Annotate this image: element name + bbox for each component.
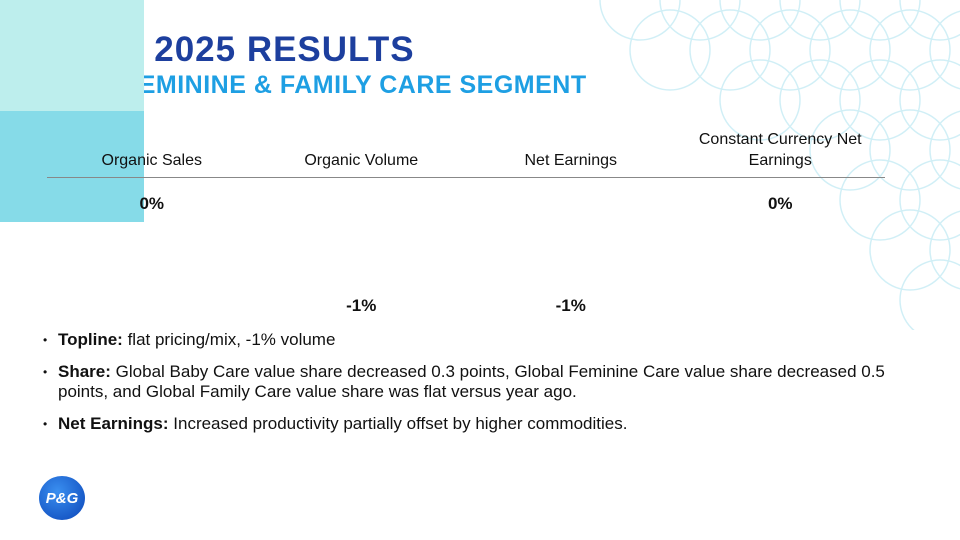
value-label: 0% [767,194,793,213]
bullet: Topline: flat pricing/mix, -1% volume [40,330,910,350]
bar [0,0,144,111]
bullet: Net Earnings: Increased productivity par… [40,414,910,434]
background-pattern [599,0,960,330]
value-label: -1% [555,296,586,315]
bullet-label: Net Earnings: [58,414,169,433]
bullet: Share: Global Baby Care value share decr… [40,362,910,402]
bullet-text: Global Baby Care value share decreased 0… [58,362,885,401]
chart: Organic Sales 0% Organic Volume -1% Net Earn… [0,0,885,315]
bullet-label: Topline: [58,330,123,349]
category-label: Net Earnings [524,152,618,169]
bullet-list: Topline: flat pricing/mix, -1% volume Sha… [40,330,910,446]
category-label: Constant Currency Net Earnings [698,131,862,169]
value-label: -1% [346,296,377,315]
bullet-text: flat pricing/mix, -1% volume [127,330,336,349]
bar [0,111,144,222]
category-label: Organic Volume [304,152,419,169]
bullet-text: Increased productivity partially offset … [173,414,628,433]
logo: P&G [39,476,85,520]
value-label: 0% [139,194,165,213]
bullet-label: Share: [58,362,111,381]
category-label: Organic Sales [101,152,203,169]
baseline [47,177,885,178]
